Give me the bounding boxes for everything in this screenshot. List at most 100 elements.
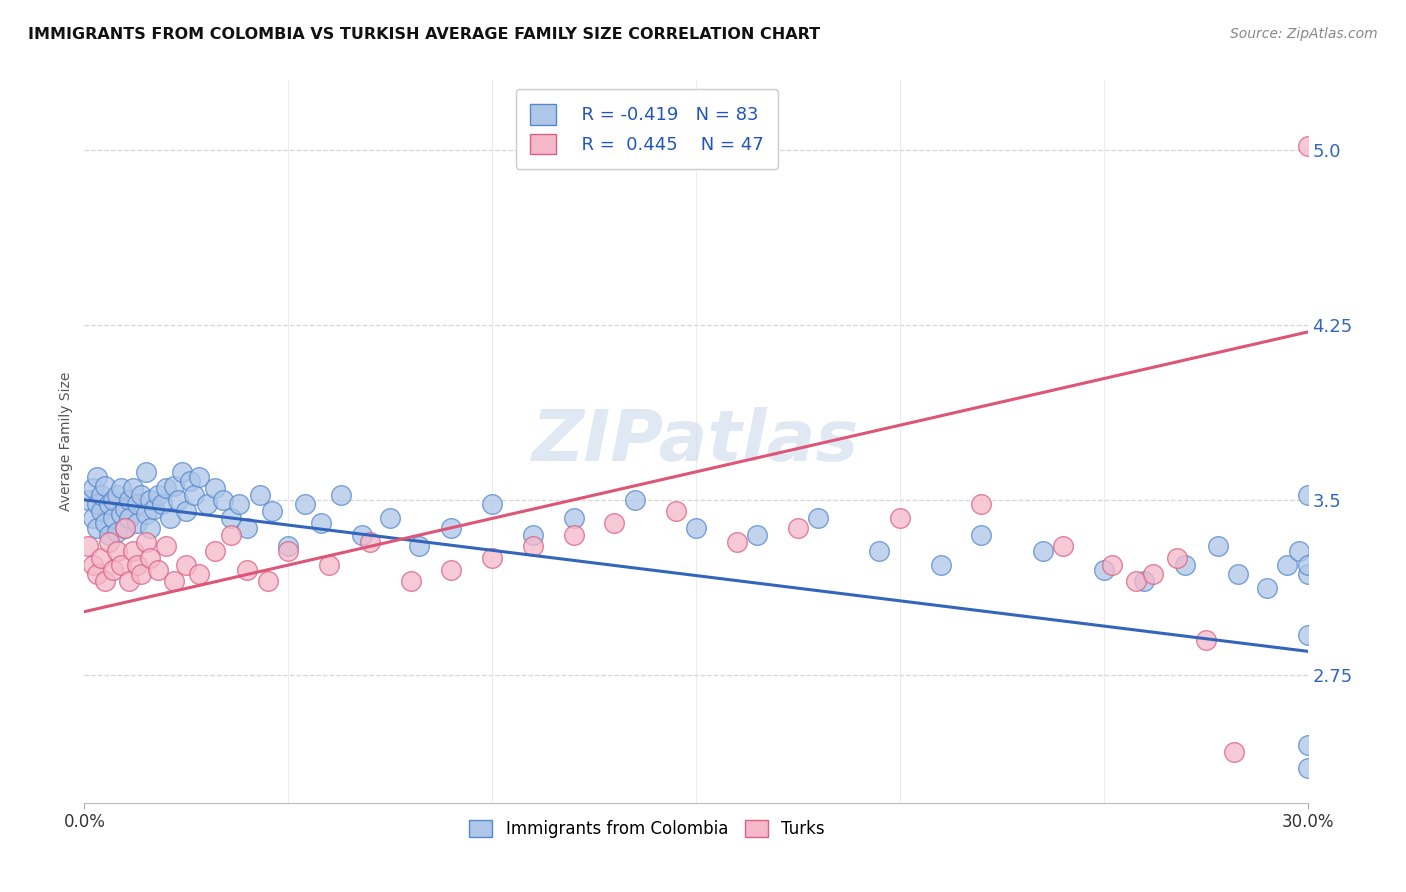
Point (408, 540, 430, 554)
Point (228, 498, 250, 512)
Point (1092, 563, 1115, 577)
Point (440, 521, 463, 535)
Point (131, 488, 153, 502)
Point (77, 540, 100, 554)
Point (277, 544, 299, 558)
Point (1195, 632, 1218, 647)
Legend: Immigrants from Colombia, Turks: Immigrants from Colombia, Turks (463, 814, 832, 845)
Point (114, 521, 136, 535)
Point (114, 521, 136, 535)
Point (1223, 745, 1246, 759)
Point (359, 534, 381, 549)
Point (97, 498, 120, 512)
Point (138, 521, 160, 535)
Point (142, 502, 165, 516)
Point (195, 498, 218, 512)
Point (105, 544, 128, 558)
Point (159, 511, 181, 525)
Point (138, 492, 160, 507)
Point (155, 481, 177, 495)
Point (135, 534, 157, 549)
Point (122, 544, 145, 558)
Point (167, 492, 190, 507)
Point (204, 544, 226, 558)
Text: IMMIGRANTS FROM COLOMBIA VS TURKISH AVERAGE FAMILY SIZE CORRELATION CHART: IMMIGRANTS FROM COLOMBIA VS TURKISH AVER… (28, 27, 820, 42)
Point (380, 511, 402, 525)
Point (1032, 544, 1054, 558)
Point (685, 521, 707, 535)
Point (101, 511, 124, 525)
Point (787, 521, 810, 535)
Point (90, 488, 112, 502)
Point (204, 481, 226, 495)
Point (219, 511, 242, 525)
Point (350, 528, 373, 542)
Point (77, 492, 100, 507)
Point (86, 498, 108, 512)
Point (481, 551, 503, 566)
Point (135, 465, 157, 479)
Point (93, 574, 115, 589)
Point (127, 498, 149, 512)
Point (97, 534, 120, 549)
Point (131, 567, 153, 582)
Point (260, 504, 283, 518)
Point (236, 563, 259, 577)
Point (90, 504, 112, 518)
Point (105, 525, 128, 540)
Point (929, 558, 952, 572)
Point (135, 507, 157, 521)
Point (249, 488, 271, 502)
Point (187, 567, 209, 582)
Point (127, 558, 149, 572)
Point (1296, 567, 1319, 582)
Point (122, 481, 145, 495)
Point (97, 528, 120, 542)
Point (82, 511, 104, 525)
Point (86, 521, 108, 535)
Point (179, 474, 201, 488)
Point (150, 498, 173, 512)
Point (1296, 738, 1319, 752)
Point (1101, 558, 1123, 572)
Point (101, 563, 124, 577)
Point (110, 558, 132, 572)
Point (174, 558, 197, 572)
Point (101, 492, 124, 507)
Point (1296, 761, 1319, 775)
Point (105, 488, 128, 502)
Point (110, 507, 132, 521)
Point (1296, 558, 1319, 572)
Point (1133, 574, 1156, 589)
Point (1256, 582, 1278, 596)
Point (93, 516, 115, 530)
Point (624, 492, 647, 507)
Y-axis label: Average Family Size: Average Family Size (59, 372, 73, 511)
Point (889, 511, 911, 525)
Point (1125, 574, 1147, 589)
Point (309, 516, 332, 530)
Point (481, 498, 503, 512)
Point (1296, 138, 1319, 153)
Point (82, 558, 104, 572)
Point (174, 504, 197, 518)
Point (1052, 540, 1074, 554)
Point (118, 574, 141, 589)
Point (330, 488, 353, 502)
Point (155, 540, 177, 554)
Point (114, 502, 136, 516)
Point (1296, 488, 1319, 502)
Point (1142, 567, 1164, 582)
Text: Source: ZipAtlas.com: Source: ZipAtlas.com (1230, 27, 1378, 41)
Point (212, 492, 235, 507)
Point (146, 488, 169, 502)
Point (277, 540, 299, 554)
Point (219, 528, 242, 542)
Point (82, 481, 104, 495)
Point (172, 465, 194, 479)
Point (399, 574, 422, 589)
Point (110, 481, 132, 495)
Point (1288, 544, 1310, 558)
Point (90, 551, 112, 566)
Point (522, 528, 544, 542)
